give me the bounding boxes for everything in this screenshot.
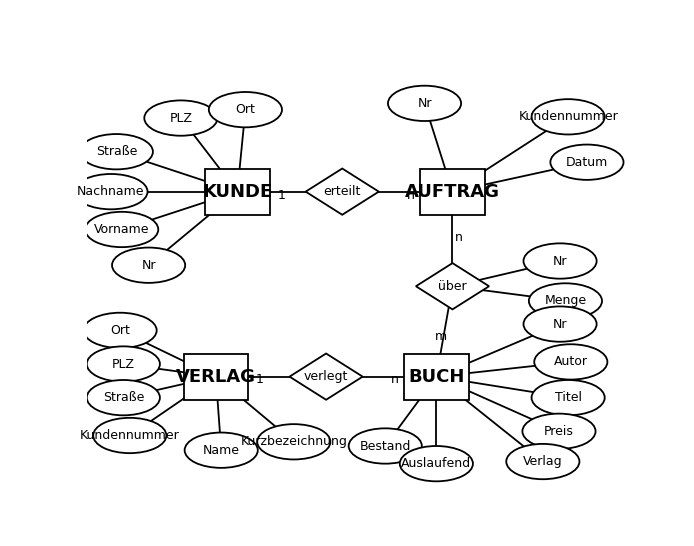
FancyBboxPatch shape [205,169,269,215]
Ellipse shape [532,99,604,134]
Text: Kundennummer: Kundennummer [518,110,618,123]
Text: Straße: Straße [96,145,137,158]
Text: Ort: Ort [235,103,255,116]
Ellipse shape [534,345,607,379]
Ellipse shape [209,92,282,127]
Ellipse shape [112,247,185,283]
Text: PLZ: PLZ [112,358,135,371]
FancyBboxPatch shape [404,353,468,400]
Text: Menge: Menge [544,294,586,307]
Ellipse shape [144,100,217,136]
Text: KUNDE: KUNDE [202,183,273,200]
Text: Nr: Nr [417,97,432,110]
Text: Nr: Nr [553,254,567,268]
Polygon shape [305,169,379,215]
Text: Autor: Autor [554,355,588,369]
Text: 1: 1 [278,188,285,201]
Text: Name: Name [203,444,239,456]
Text: BUCH: BUCH [408,367,464,385]
Ellipse shape [523,306,597,342]
Ellipse shape [185,432,257,468]
Text: Vorname: Vorname [94,223,149,236]
Polygon shape [416,263,489,310]
Ellipse shape [388,86,461,121]
Ellipse shape [74,174,148,209]
Ellipse shape [523,414,595,449]
Text: Nr: Nr [142,259,156,272]
Text: n: n [455,232,463,245]
FancyBboxPatch shape [421,169,484,215]
Text: verlegt: verlegt [304,370,348,383]
Text: n: n [391,373,398,387]
Ellipse shape [93,418,167,453]
Ellipse shape [550,145,623,180]
Text: Nachname: Nachname [77,185,145,198]
Ellipse shape [507,444,579,479]
Ellipse shape [529,283,602,319]
Text: AUFTRAG: AUFTRAG [405,183,500,200]
Text: Bestand: Bestand [359,440,411,453]
FancyBboxPatch shape [183,353,248,400]
Ellipse shape [85,212,158,247]
Ellipse shape [87,380,160,416]
Ellipse shape [532,380,604,416]
Text: Auslaufend: Auslaufend [401,457,471,470]
Text: über: über [438,280,467,293]
Text: Titel: Titel [555,391,582,404]
Text: PLZ: PLZ [169,111,192,124]
Text: 1: 1 [256,373,264,387]
Text: m: m [434,330,447,343]
Text: erteilt: erteilt [323,185,361,198]
Ellipse shape [400,446,473,482]
Text: VERLAG: VERLAG [176,367,256,385]
Polygon shape [289,353,363,400]
Ellipse shape [523,244,597,278]
Text: Verlag: Verlag [523,455,563,468]
Text: Datum: Datum [566,156,608,169]
Text: Kundennummer: Kundennummer [80,429,180,442]
Text: Straße: Straße [103,391,144,404]
Ellipse shape [83,313,157,348]
Ellipse shape [80,134,153,169]
Text: n: n [407,188,414,201]
Text: Nr: Nr [553,318,567,330]
Ellipse shape [87,346,160,382]
Ellipse shape [348,429,422,464]
Text: Ort: Ort [110,324,130,337]
Text: Preis: Preis [544,425,574,438]
Ellipse shape [257,424,330,459]
Text: Kurzbezeichnung: Kurzbezeichnung [240,435,347,448]
